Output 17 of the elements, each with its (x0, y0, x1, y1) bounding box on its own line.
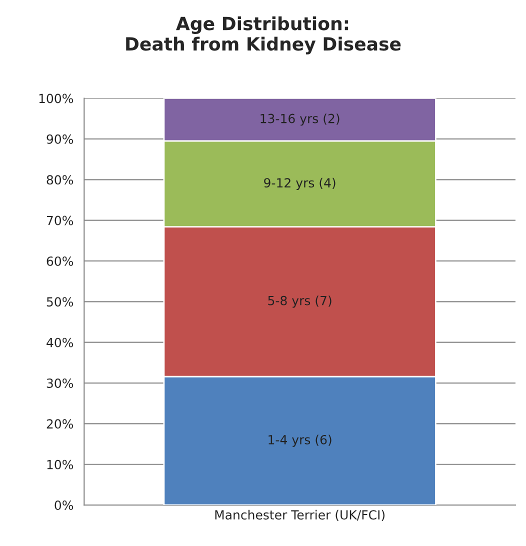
chart-title: Age Distribution: Death from Kidney Disease (126, 16, 401, 54)
y-tick-label: 70% (46, 216, 74, 226)
y-tick-label: 20% (46, 419, 74, 429)
y-tick-label: 10% (47, 460, 74, 470)
data-label: 1-4 yrs (6) (268, 434, 332, 447)
y-tick-label: 90% (46, 134, 74, 144)
y-tick-label: 80% (46, 175, 74, 185)
y-tick-label: 0% (54, 500, 74, 510)
y-tick-label: 40% (46, 338, 74, 348)
x-tick-label: Manchester Terrier (UK/FCI) (215, 510, 385, 522)
data-label: 13-16 yrs (2) (260, 114, 340, 126)
y-tick-label: 50% (46, 297, 74, 307)
y-tick-label: 60% (46, 256, 74, 266)
data-label: 5-8 yrs (7) (268, 296, 332, 308)
y-tick-label: 30% (46, 378, 74, 388)
data-label: 9-12 yrs (4) (264, 178, 336, 190)
y-tick-label: 100% (39, 94, 74, 104)
